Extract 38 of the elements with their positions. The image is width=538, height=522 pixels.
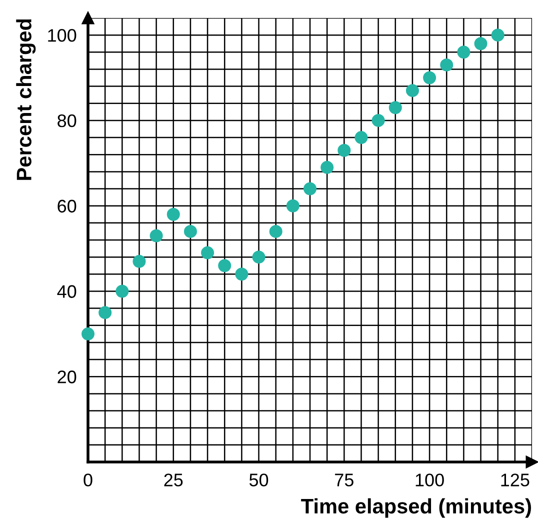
x-axis-title: Time elapsed (minutes) <box>301 498 531 518</box>
point <box>354 131 368 144</box>
x-tick-label: 75 <box>335 474 354 486</box>
point <box>184 224 197 238</box>
point <box>372 114 385 127</box>
point <box>423 71 436 84</box>
point <box>166 208 180 221</box>
point <box>150 229 163 242</box>
point <box>81 327 95 340</box>
point <box>269 224 282 238</box>
point <box>474 37 488 50</box>
point <box>440 58 454 72</box>
point <box>218 259 232 272</box>
y-tick-label: 60 <box>58 200 76 213</box>
point <box>132 254 146 268</box>
point <box>338 144 351 157</box>
y-tick-label: 20 <box>58 370 76 384</box>
point <box>286 199 300 212</box>
point <box>252 250 266 264</box>
y-tick-label: 40 <box>57 285 76 298</box>
x-tick-label: 25 <box>164 474 183 486</box>
point <box>116 284 129 298</box>
point <box>406 84 419 98</box>
x-tick-label: 100 <box>416 474 444 486</box>
y-axis-title: Percent charged <box>16 19 36 180</box>
x-tick-label: 0 <box>84 474 92 486</box>
point <box>491 28 504 42</box>
point <box>98 306 112 320</box>
x-tick-label: 125 <box>501 474 530 486</box>
point <box>303 182 317 196</box>
point <box>457 46 470 59</box>
point <box>235 268 248 281</box>
point <box>320 160 334 174</box>
x-tick-label: 50 <box>249 474 268 486</box>
point <box>201 246 214 260</box>
point <box>388 101 402 114</box>
y-tick-label: 80 <box>58 114 76 128</box>
y-tick-label: 100 <box>48 29 76 42</box>
